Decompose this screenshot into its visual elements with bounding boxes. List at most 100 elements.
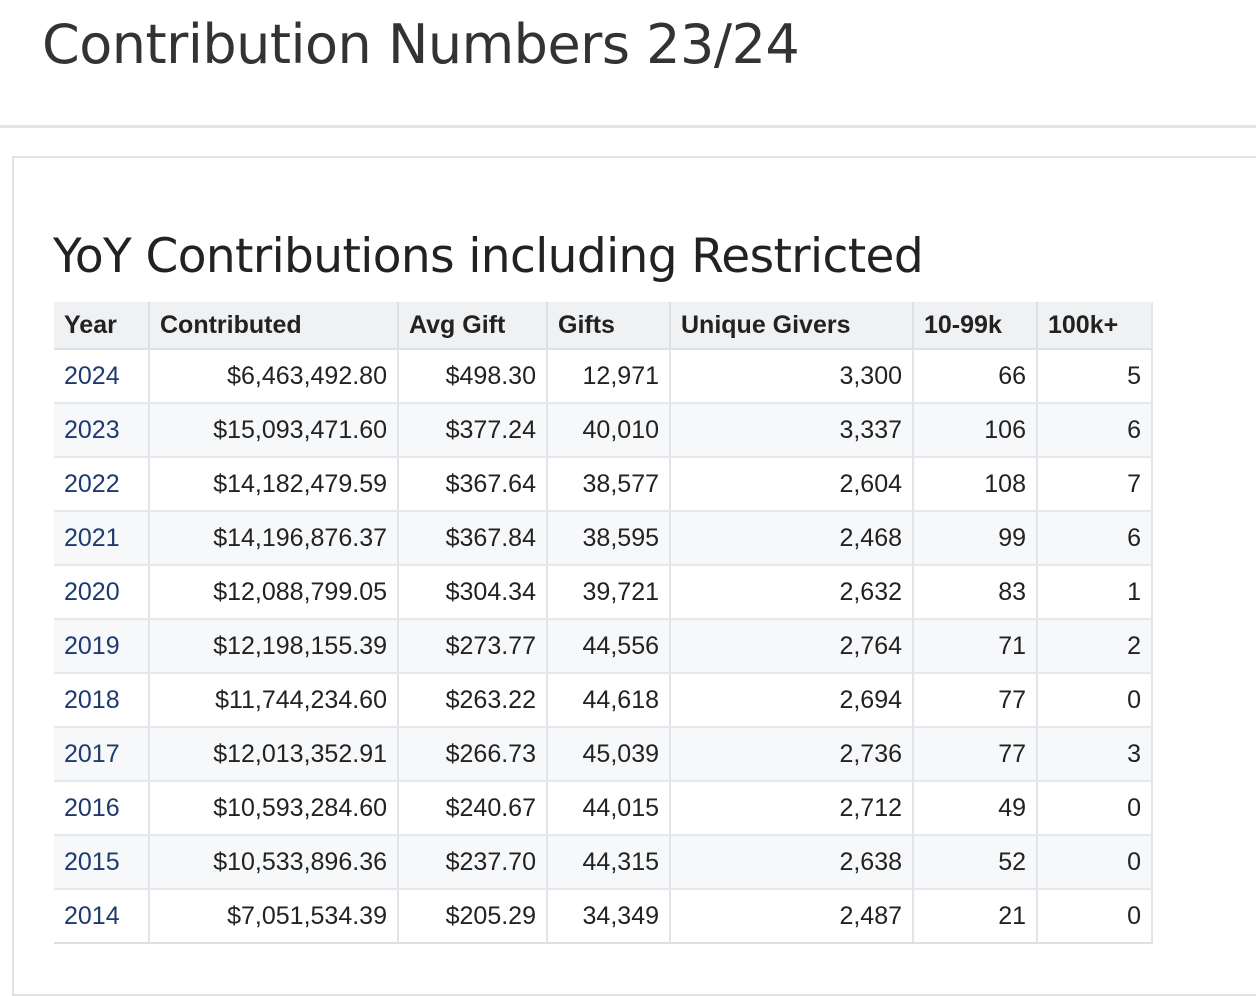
table-body: 2024 $6,463,492.80 $498.30 12,971 3,300 66 5 20… xyxy=(54,349,1153,944)
cell-100k-plus: 5 xyxy=(1037,349,1153,404)
cell-year[interactable]: 2024 xyxy=(54,349,150,404)
cell-gifts: 40,010 xyxy=(547,403,671,458)
cell-avg-gift: $304.34 xyxy=(398,565,548,620)
cell-10-99k: 52 xyxy=(913,835,1038,890)
table-row: 2017 $12,013,352.91 $266.73 45,039 2,736 77 3 xyxy=(54,727,1153,782)
cell-year[interactable]: 2018 xyxy=(54,673,150,728)
cell-10-99k: 71 xyxy=(913,619,1038,674)
cell-gifts: 34,349 xyxy=(547,889,671,944)
cell-avg-gift: $237.70 xyxy=(398,835,548,890)
cell-unique-givers: 2,487 xyxy=(670,889,914,944)
cell-gifts: 44,015 xyxy=(547,781,671,836)
cell-100k-plus: 6 xyxy=(1037,511,1153,566)
cell-avg-gift: $377.24 xyxy=(398,403,548,458)
column-header-year[interactable]: Year xyxy=(54,302,150,350)
cell-gifts: 38,577 xyxy=(547,457,671,512)
cell-year[interactable]: 2016 xyxy=(54,781,150,836)
table-row: 2014 $7,051,534.39 $205.29 34,349 2,487 21 0 xyxy=(54,889,1153,944)
cell-100k-plus: 1 xyxy=(1037,565,1153,620)
cell-avg-gift: $266.73 xyxy=(398,727,548,782)
cell-unique-givers: 3,300 xyxy=(670,349,914,404)
cell-gifts: 44,618 xyxy=(547,673,671,728)
cell-gifts: 38,595 xyxy=(547,511,671,566)
cell-10-99k: 106 xyxy=(913,403,1038,458)
cell-avg-gift: $498.30 xyxy=(398,349,548,404)
cell-100k-plus: 0 xyxy=(1037,781,1153,836)
table-row: 2023 $15,093,471.60 $377.24 40,010 3,337 106 6 xyxy=(54,403,1153,458)
cell-100k-plus: 2 xyxy=(1037,619,1153,674)
page-title: Contribution Numbers 23/24 xyxy=(42,13,800,76)
cell-contributed: $6,463,492.80 xyxy=(149,349,399,404)
table-row: 2022 $14,182,479.59 $367.64 38,577 2,604 108 7 xyxy=(54,457,1153,512)
table-row: 2018 $11,744,234.60 $263.22 44,618 2,694 77 0 xyxy=(54,673,1153,728)
cell-avg-gift: $205.29 xyxy=(398,889,548,944)
cell-100k-plus: 0 xyxy=(1037,673,1153,728)
table-header-row: Year Contributed Avg Gift Gifts Unique G… xyxy=(54,302,1153,350)
cell-year[interactable]: 2022 xyxy=(54,457,150,512)
cell-unique-givers: 3,337 xyxy=(670,403,914,458)
cell-unique-givers: 2,764 xyxy=(670,619,914,674)
cell-contributed: $14,182,479.59 xyxy=(149,457,399,512)
cell-year[interactable]: 2021 xyxy=(54,511,150,566)
cell-unique-givers: 2,468 xyxy=(670,511,914,566)
column-header-avg-gift[interactable]: Avg Gift xyxy=(398,302,548,350)
section-title: YoY Contributions including Restricted xyxy=(53,229,924,284)
column-header-gifts[interactable]: Gifts xyxy=(547,302,671,350)
cell-avg-gift: $263.22 xyxy=(398,673,548,728)
cell-avg-gift: $240.67 xyxy=(398,781,548,836)
cell-gifts: 44,315 xyxy=(547,835,671,890)
cell-10-99k: 83 xyxy=(913,565,1038,620)
cell-gifts: 44,556 xyxy=(547,619,671,674)
cell-10-99k: 108 xyxy=(913,457,1038,512)
table-row: 2024 $6,463,492.80 $498.30 12,971 3,300 66 5 xyxy=(54,349,1153,404)
cell-100k-plus: 7 xyxy=(1037,457,1153,512)
cell-unique-givers: 2,694 xyxy=(670,673,914,728)
table-row: 2015 $10,533,896.36 $237.70 44,315 2,638 52 0 xyxy=(54,835,1153,890)
cell-contributed: $14,196,876.37 xyxy=(149,511,399,566)
cell-gifts: 39,721 xyxy=(547,565,671,620)
cell-unique-givers: 2,712 xyxy=(670,781,914,836)
cell-unique-givers: 2,638 xyxy=(670,835,914,890)
cell-10-99k: 49 xyxy=(913,781,1038,836)
page-header: Contribution Numbers 23/24 xyxy=(0,0,1256,127)
cell-year[interactable]: 2023 xyxy=(54,403,150,458)
cell-contributed: $12,198,155.39 xyxy=(149,619,399,674)
table-row: 2020 $12,088,799.05 $304.34 39,721 2,632 83 1 xyxy=(54,565,1153,620)
column-header-contributed[interactable]: Contributed xyxy=(149,302,399,350)
cell-year[interactable]: 2014 xyxy=(54,889,150,944)
cell-contributed: $12,013,352.91 xyxy=(149,727,399,782)
table-row: 2016 $10,593,284.60 $240.67 44,015 2,712 49 0 xyxy=(54,781,1153,836)
cell-100k-plus: 0 xyxy=(1037,889,1153,944)
table-row: 2021 $14,196,876.37 $367.84 38,595 2,468 99 6 xyxy=(54,511,1153,566)
cell-avg-gift: $367.64 xyxy=(398,457,548,512)
cell-contributed: $10,533,896.36 xyxy=(149,835,399,890)
cell-10-99k: 21 xyxy=(913,889,1038,944)
cell-unique-givers: 2,736 xyxy=(670,727,914,782)
column-header-100k-plus[interactable]: 100k+ xyxy=(1037,302,1153,350)
table-row: 2019 $12,198,155.39 $273.77 44,556 2,764 71 2 xyxy=(54,619,1153,674)
cell-avg-gift: $367.84 xyxy=(398,511,548,566)
cell-unique-givers: 2,632 xyxy=(670,565,914,620)
cell-year[interactable]: 2017 xyxy=(54,727,150,782)
cell-unique-givers: 2,604 xyxy=(670,457,914,512)
cell-10-99k: 66 xyxy=(913,349,1038,404)
cell-contributed: $15,093,471.60 xyxy=(149,403,399,458)
cell-contributed: $12,088,799.05 xyxy=(149,565,399,620)
cell-gifts: 12,971 xyxy=(547,349,671,404)
cell-contributed: $7,051,534.39 xyxy=(149,889,399,944)
column-header-unique-givers[interactable]: Unique Givers xyxy=(670,302,914,350)
cell-10-99k: 77 xyxy=(913,673,1038,728)
cell-100k-plus: 0 xyxy=(1037,835,1153,890)
cell-100k-plus: 6 xyxy=(1037,403,1153,458)
cell-year[interactable]: 2015 xyxy=(54,835,150,890)
cell-avg-gift: $273.77 xyxy=(398,619,548,674)
column-header-10-99k[interactable]: 10-99k xyxy=(913,302,1038,350)
contributions-table: Year Contributed Avg Gift Gifts Unique G… xyxy=(54,302,1153,944)
cell-10-99k: 77 xyxy=(913,727,1038,782)
cell-10-99k: 99 xyxy=(913,511,1038,566)
cell-year[interactable]: 2019 xyxy=(54,619,150,674)
cell-contributed: $11,744,234.60 xyxy=(149,673,399,728)
cell-100k-plus: 3 xyxy=(1037,727,1153,782)
cell-year[interactable]: 2020 xyxy=(54,565,150,620)
cell-gifts: 45,039 xyxy=(547,727,671,782)
